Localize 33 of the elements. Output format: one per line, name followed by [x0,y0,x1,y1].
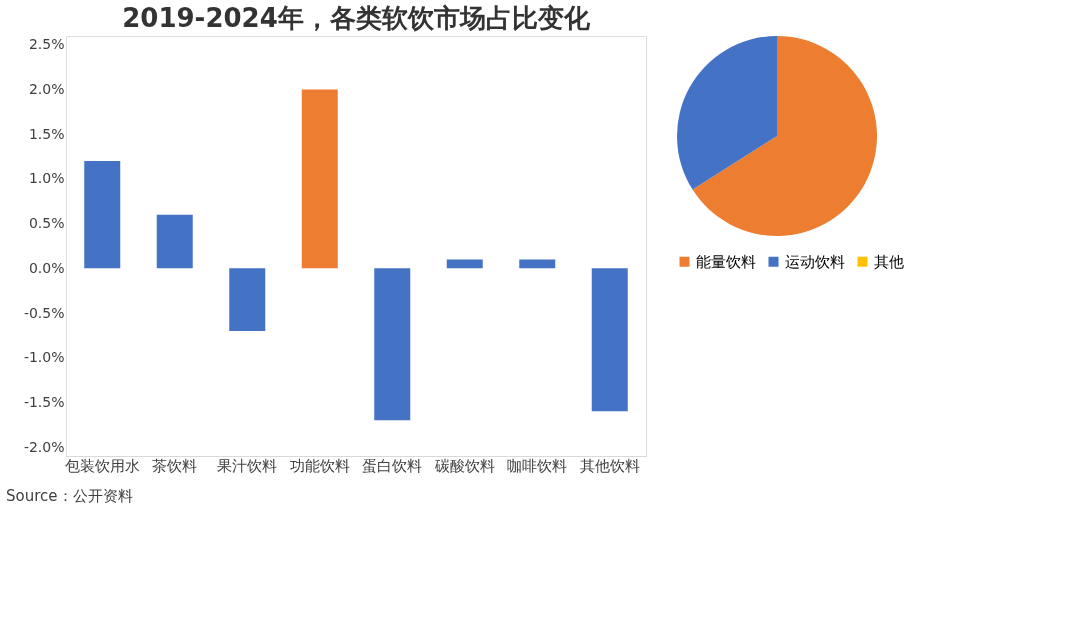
bar [301,89,338,269]
bar [374,268,411,421]
y-tick-label: 2.0% [28,81,65,98]
chart-title: 2019-2024年，各类软饮市场占比变化 [122,3,591,33]
bar [84,161,121,269]
bar [446,259,483,269]
x-tick-label: 咖啡饮料 [507,456,568,475]
y-tick-label: 0.0% [28,259,65,276]
y-tick-label: 0.5% [28,215,65,232]
source-note: Source：公开资料 [6,487,133,505]
bar [591,268,628,412]
x-tick-label: 蛋白饮料 [362,456,423,475]
x-tick-label: 茶饮料 [152,456,198,475]
bar [519,259,556,269]
legend-label: 能量饮料 [696,252,756,271]
y-tick-label: -1.0% [23,349,65,366]
legend-label: 运动饮料 [785,252,845,271]
y-tick-label: 1.5% [28,125,65,142]
x-tick-label: 果汁饮料 [217,456,278,475]
pie-slice [692,36,877,236]
legend-label: 其他 [874,252,904,271]
x-tick-label: 功能饮料 [289,456,350,475]
y-tick-label: 1.0% [28,170,65,187]
x-tick-label: 包装饮用水 [64,456,140,475]
x-tick-label: 其他饮料 [579,456,640,475]
bar [229,268,266,331]
y-tick-label: -0.5% [23,304,65,321]
y-tick-label: -1.5% [23,393,65,410]
y-tick-label: -2.0% [23,438,65,455]
y-tick-label: 2.5% [28,36,65,53]
x-tick-label: 碳酸饮料 [433,456,495,475]
pie-slice [677,36,777,190]
bar [156,214,193,269]
